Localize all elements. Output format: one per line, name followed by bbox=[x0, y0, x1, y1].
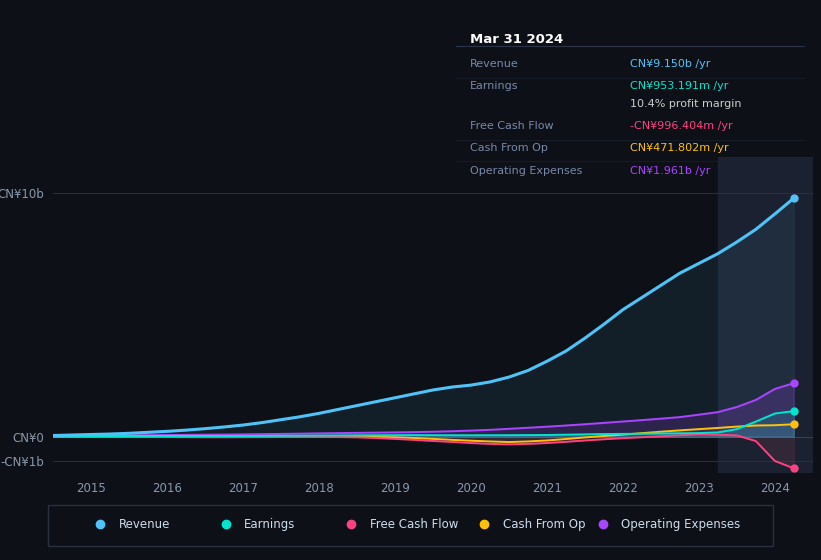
Text: CN¥471.802m /yr: CN¥471.802m /yr bbox=[631, 143, 729, 153]
Text: CN¥953.191m /yr: CN¥953.191m /yr bbox=[631, 81, 728, 91]
Text: CN¥9.150b /yr: CN¥9.150b /yr bbox=[631, 59, 710, 69]
Text: 10.4% profit margin: 10.4% profit margin bbox=[631, 99, 741, 109]
Text: Revenue: Revenue bbox=[119, 517, 170, 530]
Text: CN¥1.961b /yr: CN¥1.961b /yr bbox=[631, 166, 710, 176]
Text: Mar 31 2024: Mar 31 2024 bbox=[470, 33, 563, 46]
Text: Revenue: Revenue bbox=[470, 59, 518, 69]
Bar bbox=[718, 157, 813, 473]
Text: Operating Expenses: Operating Expenses bbox=[470, 166, 582, 176]
Text: Free Cash Flow: Free Cash Flow bbox=[470, 121, 553, 131]
Text: Earnings: Earnings bbox=[245, 517, 296, 530]
Text: Operating Expenses: Operating Expenses bbox=[621, 517, 741, 530]
Text: -CN¥996.404m /yr: -CN¥996.404m /yr bbox=[631, 121, 733, 131]
Text: Earnings: Earnings bbox=[470, 81, 518, 91]
Text: Cash From Op: Cash From Op bbox=[470, 143, 548, 153]
Text: Cash From Op: Cash From Op bbox=[502, 517, 585, 530]
Text: Free Cash Flow: Free Cash Flow bbox=[370, 517, 458, 530]
